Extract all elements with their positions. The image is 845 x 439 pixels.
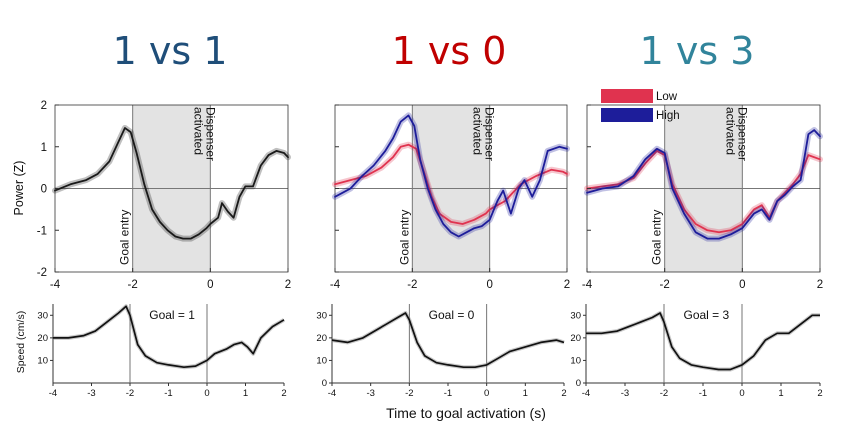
y-tick-label: 30	[316, 310, 327, 321]
x-tick-label: -4	[582, 279, 593, 291]
series-line	[331, 312, 565, 369]
y-tick-label: 0	[41, 184, 47, 196]
x-tick-label: -2	[660, 279, 670, 291]
series-line	[586, 129, 821, 240]
x-tick-label: -1	[444, 388, 452, 399]
y-tick-label: 10	[570, 355, 581, 366]
speed-y-axis-label: Speed (cm/s)	[15, 311, 27, 373]
x-tick-label: 2	[817, 388, 822, 399]
y-tick-label: -1	[37, 225, 47, 237]
y-tick-label: 1	[41, 142, 47, 154]
series-line	[586, 312, 820, 371]
title-1-vs-1: 1 vs 1	[113, 29, 228, 73]
x-tick-label: 2	[285, 279, 291, 291]
x-tick-label: -4	[330, 279, 341, 291]
goal-annotation: Goal = 1	[149, 308, 195, 322]
x-tick-label: 1	[778, 388, 783, 399]
x-tick-label: -3	[621, 388, 629, 399]
annotation-dispenser-line1: Dispenser	[483, 107, 497, 161]
x-tick-label: -4	[49, 388, 57, 399]
x-tick-label: 0	[486, 279, 492, 291]
legend-high-label: High	[656, 110, 680, 122]
x-tick-label: -3	[366, 388, 374, 399]
annotation-goal-entry: Goal entry	[650, 210, 664, 265]
title-1-vs-3: 1 vs 3	[640, 29, 755, 73]
x-tick-label: -2	[405, 388, 413, 399]
x-tick-label: 2	[281, 388, 286, 399]
y-tick-label: 10	[316, 355, 327, 366]
annotation-goal-entry: Goal entry	[397, 210, 411, 265]
x-axis-label: Time to goal activation (s)	[386, 405, 546, 421]
x-tick-label: -4	[582, 388, 590, 399]
series-line	[53, 305, 285, 369]
series-line	[334, 114, 568, 238]
x-tick-label: -4	[328, 388, 336, 399]
goal-annotation: Goal = 3	[684, 308, 730, 322]
legend-high-swatch	[601, 108, 653, 122]
speed-panel-0: -4 -3 -2 -1 0 1 2 10 20 30 Goal = 1	[37, 304, 287, 399]
annotation-dispenser-line2: activated	[723, 107, 737, 155]
x-tick-label: -1	[164, 388, 172, 399]
x-tick-label: 0	[739, 279, 745, 291]
y-tick-label: 0	[322, 378, 327, 389]
y-tick-label: -2	[37, 267, 47, 279]
x-tick-label: -2	[660, 388, 668, 399]
legend-low-label: Low	[656, 91, 678, 103]
x-tick-label: -2	[128, 279, 138, 291]
x-tick-label: -2	[407, 279, 417, 291]
annotation-dispenser-line1: Dispenser	[735, 107, 749, 161]
y-tick-label: 2	[41, 100, 47, 112]
y-tick-label: 30	[37, 310, 48, 321]
y-tick-label: 30	[570, 310, 581, 321]
x-tick-label: 2	[817, 279, 823, 291]
x-tick-label: 0	[484, 388, 489, 399]
x-tick-label: 1	[523, 388, 528, 399]
y-tick-label: 20	[570, 333, 581, 344]
x-tick-label: -1	[699, 388, 707, 399]
x-tick-label: -3	[87, 388, 95, 399]
power-y-axis-label: Power (Z)	[12, 161, 26, 216]
goal-annotation: Goal = 0	[429, 308, 475, 322]
series-line	[334, 143, 568, 225]
x-tick-label: 2	[561, 388, 566, 399]
y-tick-label: 10	[37, 355, 48, 366]
annotation-dispenser-line2: activated	[471, 107, 485, 155]
x-tick-label: 0	[204, 388, 209, 399]
annotation-goal-entry: Goal entry	[118, 210, 132, 265]
y-tick-label: 20	[316, 333, 327, 344]
y-tick-label: 0	[576, 378, 581, 389]
annotation-dispenser-line2: activated	[191, 107, 205, 155]
annotation-dispenser-line1: Dispenser	[203, 107, 217, 161]
x-tick-label: -4	[50, 279, 61, 291]
x-tick-label: 2	[564, 279, 570, 291]
x-tick-label: 0	[739, 388, 744, 399]
x-tick-label: 0	[207, 279, 213, 291]
y-tick-label: 20	[37, 333, 48, 344]
series-line	[586, 150, 821, 234]
x-tick-label: -2	[126, 388, 134, 399]
legend-low-swatch	[601, 89, 653, 103]
x-tick-label: 1	[243, 388, 248, 399]
title-1-vs-0: 1 vs 0	[392, 29, 507, 73]
series-line	[54, 127, 289, 240]
